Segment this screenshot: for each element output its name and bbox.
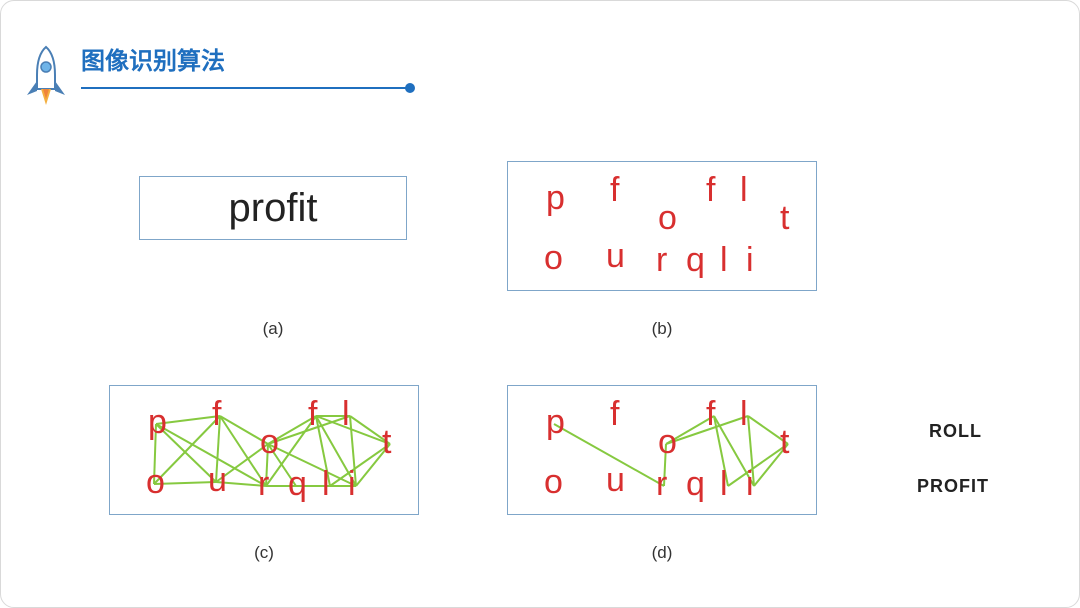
svg-text:l: l (740, 395, 748, 433)
svg-text:l: l (720, 465, 728, 503)
label-c: (c) (244, 543, 284, 563)
sideword-roll: ROLL (929, 421, 982, 442)
svg-text:t: t (780, 199, 790, 237)
svg-text:r: r (656, 241, 667, 279)
svg-text:o: o (544, 463, 563, 501)
svg-text:u: u (606, 461, 625, 499)
svg-text:o: o (658, 423, 677, 461)
panel-b: pfofltourqli (507, 161, 817, 291)
svg-text:i: i (746, 465, 754, 503)
svg-text:f: f (308, 395, 318, 433)
svg-text:q: q (288, 465, 307, 503)
label-a: (a) (253, 319, 293, 339)
svg-text:o: o (544, 239, 563, 277)
title-underline (81, 87, 411, 89)
slide: 图像识别算法 profit (a) pfofltourqli (b) pfofl… (0, 0, 1080, 608)
svg-text:l: l (740, 171, 748, 209)
svg-text:f: f (610, 171, 620, 209)
svg-text:f: f (706, 171, 716, 209)
svg-text:r: r (258, 465, 269, 503)
svg-text:t: t (382, 423, 392, 461)
label-b: (b) (642, 319, 682, 339)
svg-text:i: i (348, 465, 356, 503)
svg-text:p: p (148, 403, 167, 441)
svg-text:p: p (546, 403, 565, 441)
svg-text:u: u (606, 237, 625, 275)
svg-text:l: l (322, 465, 330, 503)
svg-text:q: q (686, 465, 705, 503)
svg-text:f: f (610, 395, 620, 433)
panel-c: pfofltourqli (109, 385, 419, 515)
page-title: 图像识别算法 (81, 41, 225, 76)
svg-text:f: f (212, 395, 222, 433)
rocket-icon (21, 43, 71, 113)
svg-text:q: q (686, 241, 705, 279)
svg-text:p: p (546, 179, 565, 217)
svg-text:o: o (146, 463, 165, 501)
label-d: (d) (642, 543, 682, 563)
panel-a-text: profit (140, 177, 406, 239)
panel-d: pfofltourqli (507, 385, 817, 515)
sideword-profit: PROFIT (917, 476, 989, 497)
svg-text:o: o (260, 423, 279, 461)
svg-text:t: t (780, 423, 790, 461)
svg-text:u: u (208, 461, 227, 499)
panel-a: profit (139, 176, 407, 240)
svg-text:r: r (656, 465, 667, 503)
svg-text:l: l (342, 395, 350, 433)
svg-text:o: o (658, 199, 677, 237)
svg-text:i: i (746, 241, 754, 279)
svg-text:f: f (706, 395, 716, 433)
svg-text:l: l (720, 241, 728, 279)
